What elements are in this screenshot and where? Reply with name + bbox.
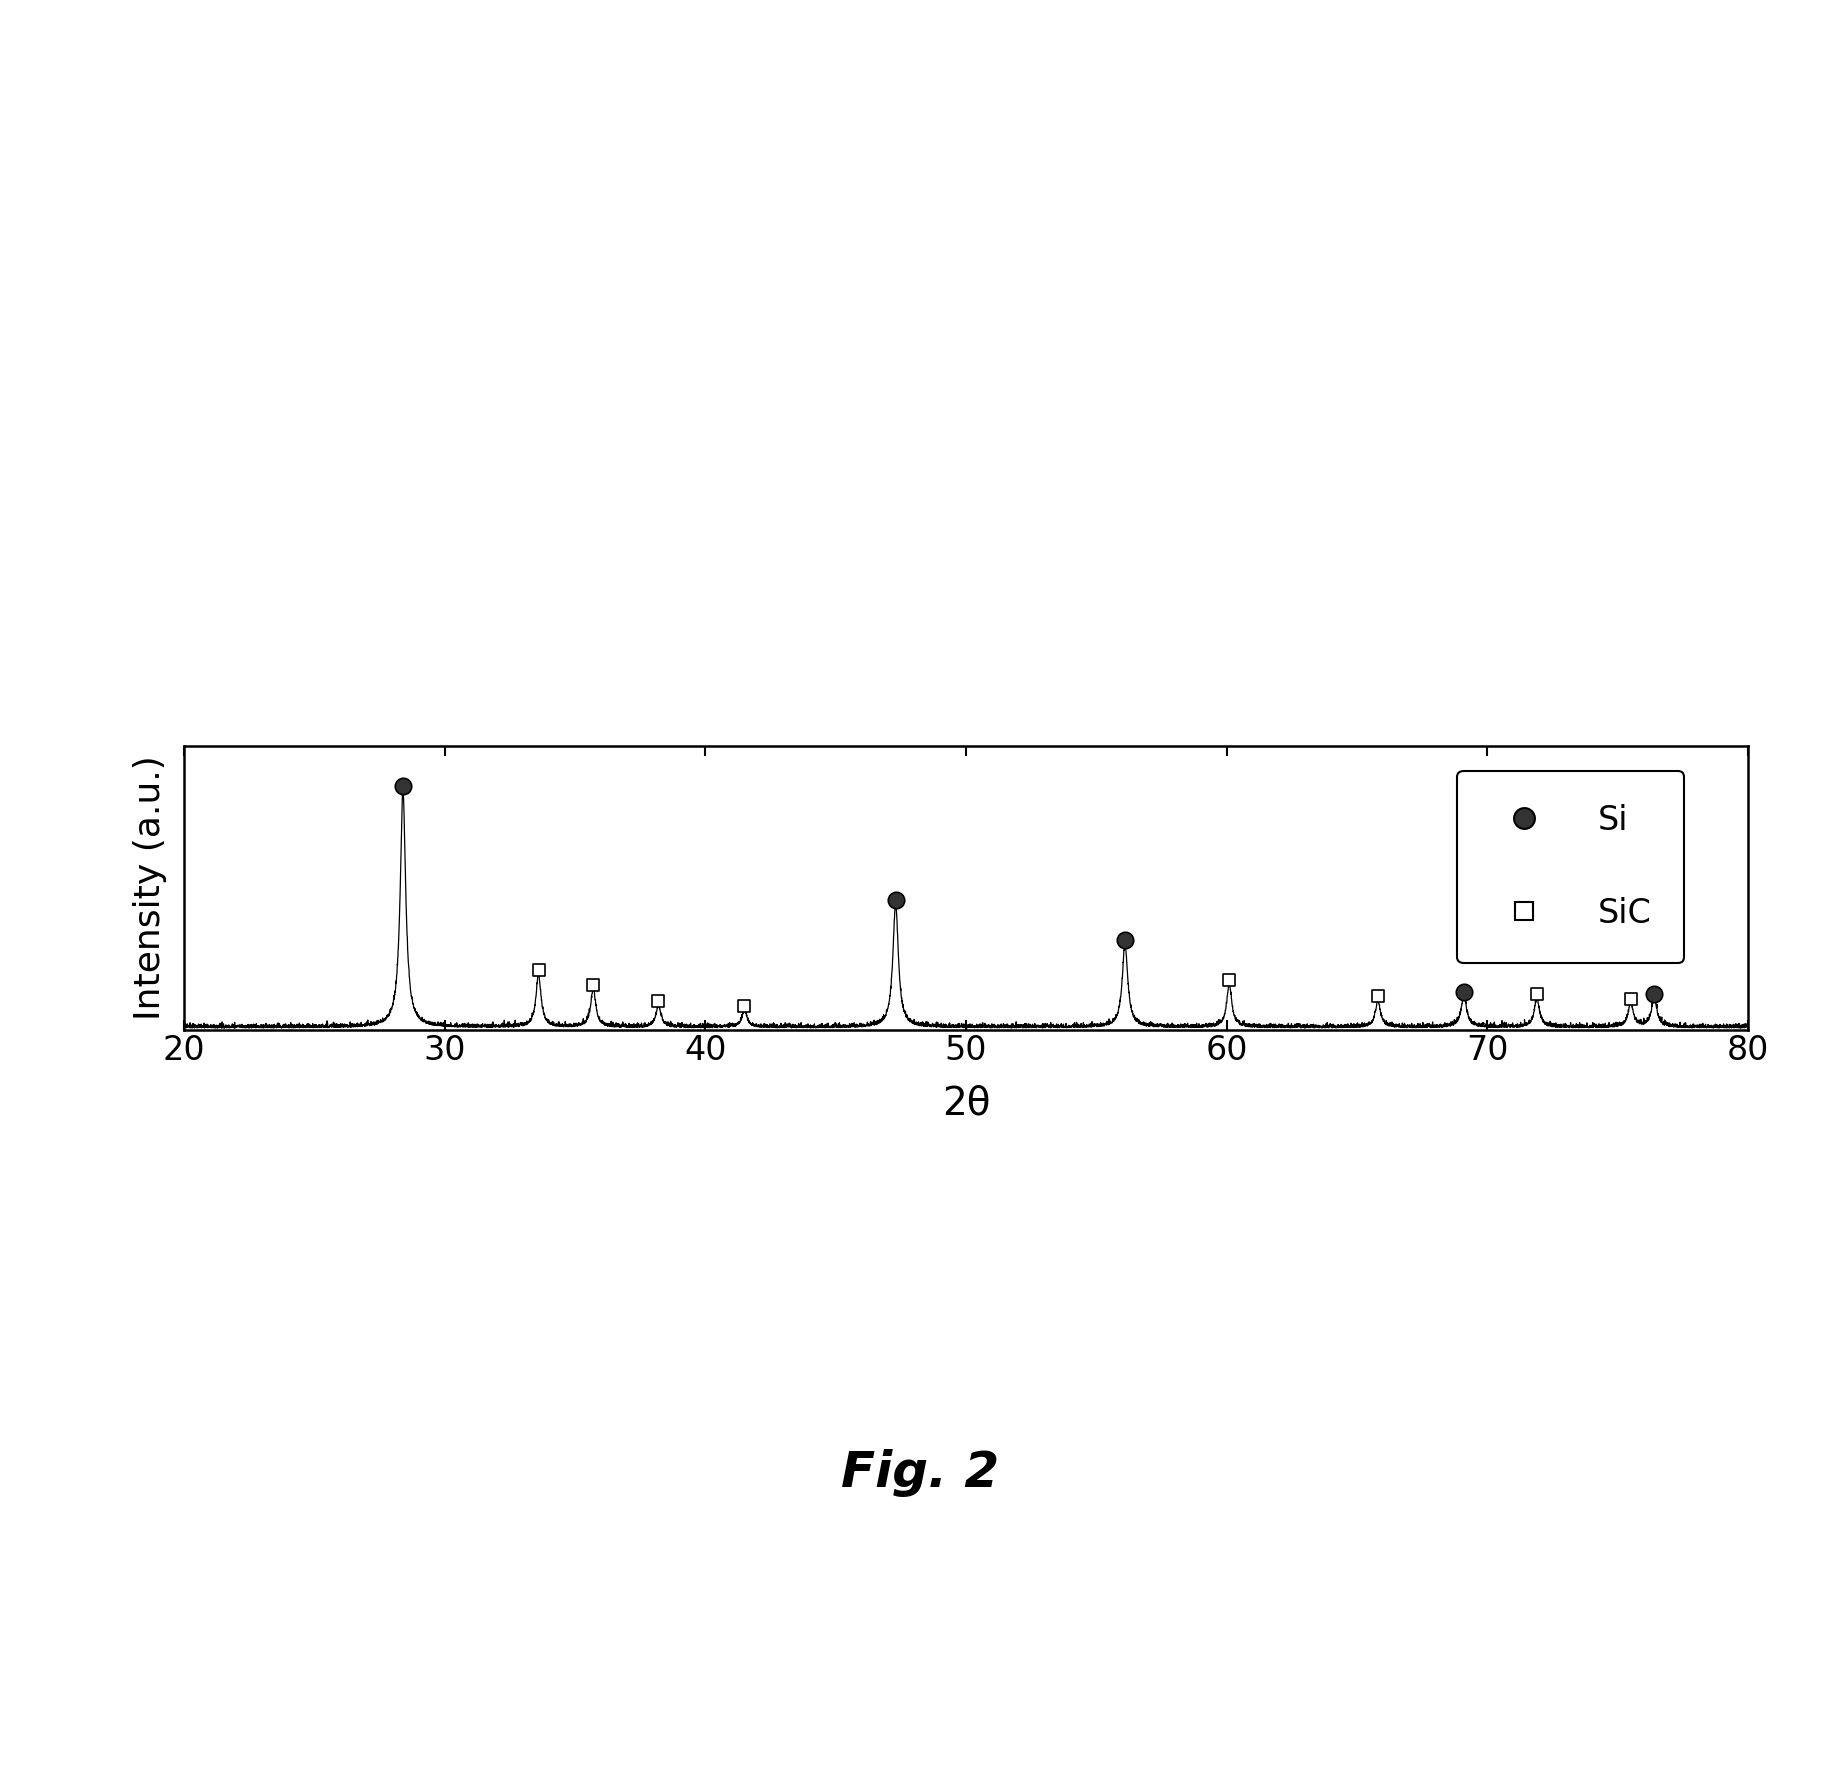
Point <box>644 987 673 1015</box>
Point <box>1615 985 1644 1014</box>
Point <box>881 886 910 914</box>
X-axis label: 2θ: 2θ <box>942 1085 989 1122</box>
Point <box>524 957 554 985</box>
Point <box>388 772 417 801</box>
Point <box>1363 982 1392 1010</box>
Point <box>1521 980 1550 1008</box>
Point <box>1214 966 1243 994</box>
Text: Fig. 2: Fig. 2 <box>840 1448 999 1498</box>
Point <box>1449 978 1479 1006</box>
Y-axis label: Intensity (a.u.): Intensity (a.u.) <box>132 754 167 1021</box>
Point <box>577 971 607 999</box>
Point <box>730 992 760 1021</box>
Point <box>1109 925 1138 953</box>
Legend: Si, SiC: Si, SiC <box>1456 770 1683 964</box>
Point <box>1639 980 1668 1008</box>
